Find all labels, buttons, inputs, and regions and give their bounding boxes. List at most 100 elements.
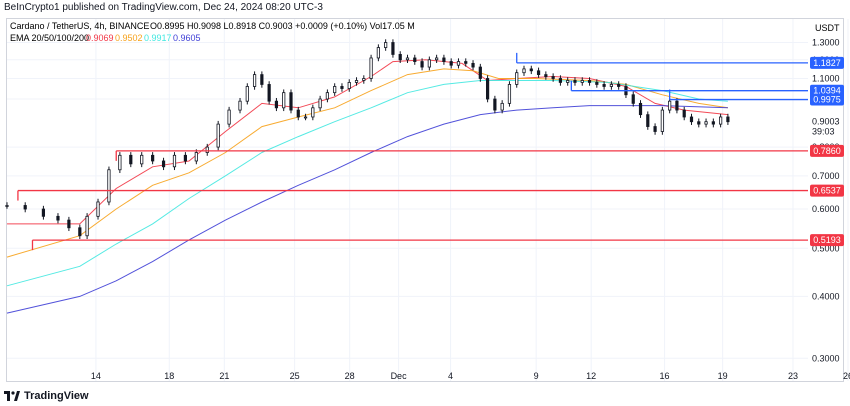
candle-body	[23, 205, 27, 210]
candle-body	[544, 74, 548, 77]
candle-body	[303, 116, 308, 119]
x-tick-label-12: 26	[843, 371, 850, 381]
ema50-line	[6, 68, 728, 258]
candle-body	[391, 42, 395, 55]
price-candles	[5, 39, 730, 240]
candle-body	[96, 201, 100, 217]
candle-body	[67, 219, 71, 229]
x-tick-label-9: 16	[660, 371, 670, 381]
candle-body	[56, 215, 60, 221]
ema200-line	[6, 105, 728, 314]
currency-label: USDT	[815, 23, 840, 33]
candle-body	[427, 59, 431, 68]
candle-body	[398, 54, 402, 61]
candle-body	[318, 98, 322, 109]
candle-body	[362, 78, 366, 81]
chart-border	[6, 18, 844, 382]
candle-body	[340, 86, 344, 89]
x-tick-label-1: 18	[164, 371, 174, 381]
candle-body	[617, 84, 621, 87]
candle-body	[405, 57, 410, 61]
candle-body	[719, 116, 723, 125]
candle-body	[267, 84, 271, 102]
candle-body	[595, 82, 599, 85]
support-level-label-4: 0.6537	[813, 186, 841, 196]
candle-body	[369, 57, 373, 79]
candle-body	[227, 109, 231, 125]
y-tick-label-4: 0.7000	[812, 171, 840, 181]
candle-body	[41, 208, 46, 217]
candle-body	[602, 84, 606, 87]
x-tick-label-0: 14	[91, 371, 101, 381]
support-level-badge-3[interactable]	[810, 144, 844, 157]
candle-body	[456, 61, 461, 66]
candle-body	[354, 80, 359, 83]
x-tick-label-7: 9	[534, 371, 539, 381]
y-tick-label-2: 0.5000	[812, 243, 840, 253]
ema-lines	[6, 59, 728, 314]
candle-body	[129, 154, 133, 165]
candle-body	[205, 146, 209, 153]
resistance-level-badge-2[interactable]	[810, 93, 844, 106]
candle-body	[85, 215, 89, 237]
candle-body	[522, 68, 526, 74]
tradingview-logo-icon	[4, 391, 20, 401]
candle-body	[536, 70, 541, 76]
legend-ema200: 0.9605	[173, 33, 201, 43]
legend-ema-label: EMA 20/50/100/200	[10, 33, 89, 43]
candle-body	[726, 116, 730, 123]
x-tick-label-8: 12	[586, 371, 596, 381]
candle-body	[551, 76, 555, 79]
candle-body	[449, 61, 453, 66]
support-level-label-5: 0.5193	[813, 235, 841, 245]
candle-body	[682, 109, 686, 118]
time-axis[interactable]: 14 18 21 25 28 Dec 4 9 12 16 19 23 26	[91, 371, 850, 381]
candle-body	[384, 42, 388, 48]
candle-body	[609, 84, 613, 87]
candle-body	[573, 80, 577, 83]
candle-body	[140, 154, 144, 165]
candle-body	[413, 57, 417, 62]
y-tick-label-0: 0.3000	[812, 353, 840, 363]
x-tick-label-11: 23	[788, 371, 798, 381]
chart-legend: Cardano / TetherUS, 4h, BINANCE O0.8995 …	[10, 21, 840, 43]
candle-body	[161, 160, 166, 168]
candle-body	[478, 66, 482, 79]
footer-brand: TradingView	[4, 388, 89, 404]
publish-info: BeInCrypto1 published on TradingView.com…	[4, 2, 323, 13]
candle-body	[515, 72, 519, 85]
candle-body	[587, 80, 592, 83]
resistance-level-badge-0[interactable]	[810, 56, 844, 69]
y-tick-label-8: 1.1000	[812, 73, 840, 83]
candle-body	[274, 100, 279, 109]
candle-body	[260, 74, 264, 85]
candle-body	[646, 114, 650, 127]
candle-body	[78, 227, 82, 237]
candle-body	[442, 57, 446, 62]
support-level-badge-5[interactable]	[810, 234, 844, 247]
y-tick-label-1: 0.4000	[812, 291, 840, 301]
candle-body	[172, 154, 177, 168]
x-tick-label-2: 21	[219, 371, 229, 381]
candle-body	[464, 61, 468, 64]
countdown-label: 39:03	[812, 127, 835, 137]
resistance-level-label-0: 1.1827	[813, 58, 841, 68]
candle-body	[653, 126, 657, 132]
legend-symbol: Cardano / TetherUS, 4h, BINANCE	[10, 21, 149, 31]
candle-body	[493, 98, 497, 111]
footer-brand-text: TradingView	[24, 390, 89, 402]
candle-body	[711, 121, 715, 125]
candle-body	[697, 121, 701, 125]
support-level-badge-4[interactable]	[810, 184, 844, 197]
x-tick-label-3: 25	[290, 371, 300, 381]
candle-body	[183, 154, 188, 162]
key-levels	[17, 52, 808, 251]
x-tick-label-5: Dec	[391, 371, 408, 381]
legend-ema100: 0.9917	[144, 33, 172, 43]
price-axis[interactable]: 0.30000.40000.50000.60000.70000.80000.90…	[810, 38, 844, 364]
candle-body	[507, 84, 512, 104]
candle-body	[500, 102, 504, 111]
candle-body	[566, 80, 570, 83]
